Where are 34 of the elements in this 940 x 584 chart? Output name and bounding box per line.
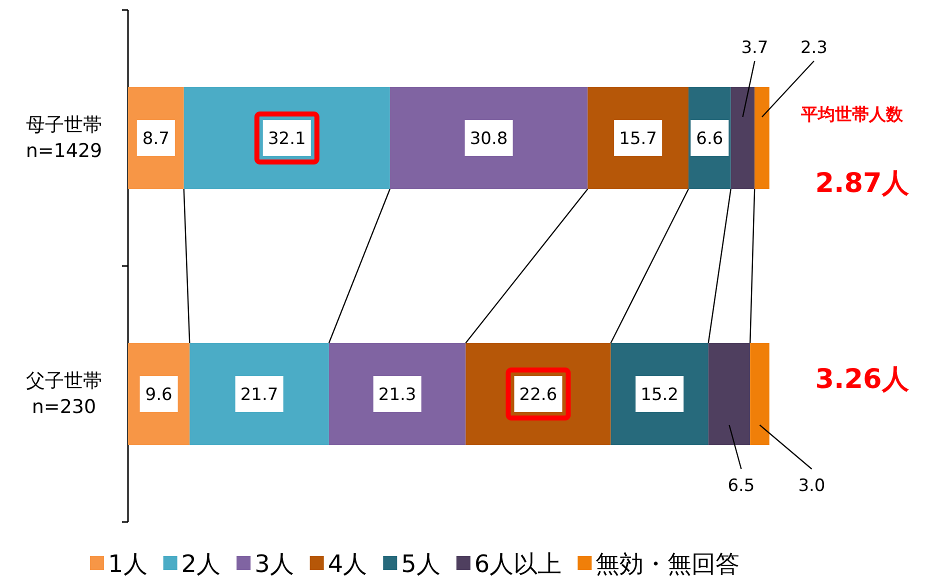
y-tick-label: 母子世帯 n=1429 xyxy=(26,114,102,162)
text: 平均世帯人数 xyxy=(800,105,904,125)
data-label: 32.1 xyxy=(268,129,306,149)
data-label: 21.3 xyxy=(378,385,416,405)
bar xyxy=(754,87,770,189)
data-label: 22.6 xyxy=(519,385,558,405)
legend-label: 5人 xyxy=(401,550,440,578)
data-label: 8.7 xyxy=(142,129,170,149)
data-label: 15.2 xyxy=(640,385,679,405)
data-label: 21.7 xyxy=(240,385,278,405)
bar xyxy=(184,87,390,189)
data-label: 3.0 xyxy=(798,476,826,496)
text: 3.26人 xyxy=(815,364,910,395)
data-label: 6.5 xyxy=(728,476,755,496)
data-label: 3.7 xyxy=(741,38,768,58)
data-label: 2.3 xyxy=(800,38,828,58)
y-tick-label: 父子世帯 n=230 xyxy=(26,370,102,418)
text: 2.87人 xyxy=(815,168,910,199)
legend-label: 無効・無回答 xyxy=(596,550,740,578)
legend-label: 3人 xyxy=(254,550,294,578)
bar xyxy=(328,343,466,445)
legend-label: 2人 xyxy=(181,550,221,578)
bar xyxy=(190,343,329,445)
data-label: 30.8 xyxy=(470,129,508,149)
legend-label: 6人以上 xyxy=(474,550,562,578)
data-label: 15.7 xyxy=(619,129,657,149)
bar xyxy=(708,343,750,445)
bar xyxy=(750,343,770,445)
legend-label: 1人 xyxy=(108,550,148,578)
data-label: 6.6 xyxy=(696,129,724,149)
legend-label: 4人 xyxy=(328,550,368,578)
data-label: 9.6 xyxy=(145,385,172,405)
bar xyxy=(390,87,588,189)
bar xyxy=(730,87,755,189)
